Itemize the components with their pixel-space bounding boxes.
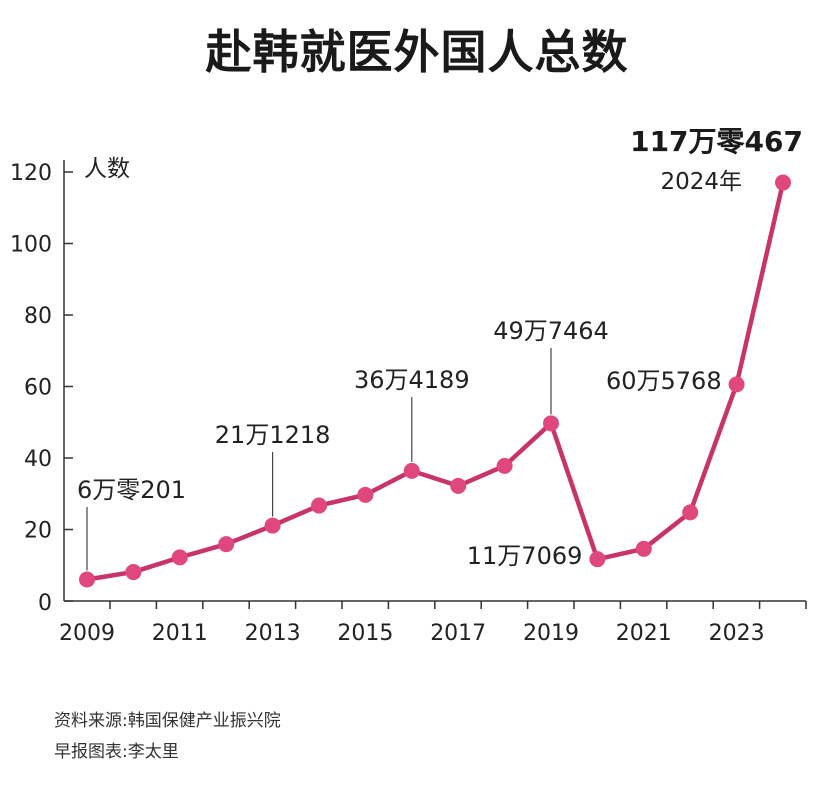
y-tick-label: 120 [10,161,52,186]
annotation-label: 49万7464 [493,317,609,345]
y-tick-label: 0 [38,591,52,616]
y-axis-title: 人数 [84,156,130,182]
x-tick-label: 2015 [337,621,393,646]
data-point [635,540,652,557]
data-point [589,551,606,568]
annotation-sublabel: 2024年 [660,169,742,195]
x-tick-label: 2023 [709,621,765,646]
y-tick-label: 100 [10,233,52,258]
data-point [496,457,513,474]
y-tick-label: 80 [24,304,52,329]
annotation-label: 117万零467 [630,125,803,158]
x-tick-label: 2021 [616,621,672,646]
data-point [543,415,559,432]
data-point [775,174,791,191]
y-tick-label: 20 [24,519,52,544]
annotation-label: 60万5768 [606,367,722,395]
data-point [79,571,95,588]
data-point [682,504,699,521]
data-point [264,517,281,534]
credit-note: 早报图表:李太里 [54,742,179,762]
data-point [450,477,467,494]
data-point [218,536,235,553]
x-tick-label: 2019 [523,621,579,646]
y-tick-label: 40 [24,447,52,472]
data-point [728,376,745,393]
data-point [357,486,374,503]
x-tick-label: 2013 [245,621,301,646]
annotation-label: 6万零201 [77,476,186,504]
data-point [171,549,188,566]
data-point [403,462,420,479]
annotation-label: 11万7069 [467,542,583,570]
data-point [311,497,327,514]
x-tick-label: 2011 [152,621,208,646]
x-tick-label: 2009 [59,621,115,646]
annotation-label: 21万1218 [215,421,331,449]
chart-title: 赴韩就医外国人总数 [205,25,629,79]
x-tick-label: 2017 [430,621,486,646]
y-tick-label: 60 [24,376,52,401]
annotation-label: 36万4189 [354,366,470,394]
source-note: 资料来源:韩国保健产业振兴院 [54,711,281,731]
data-point [125,564,142,581]
series-line [86,182,786,582]
